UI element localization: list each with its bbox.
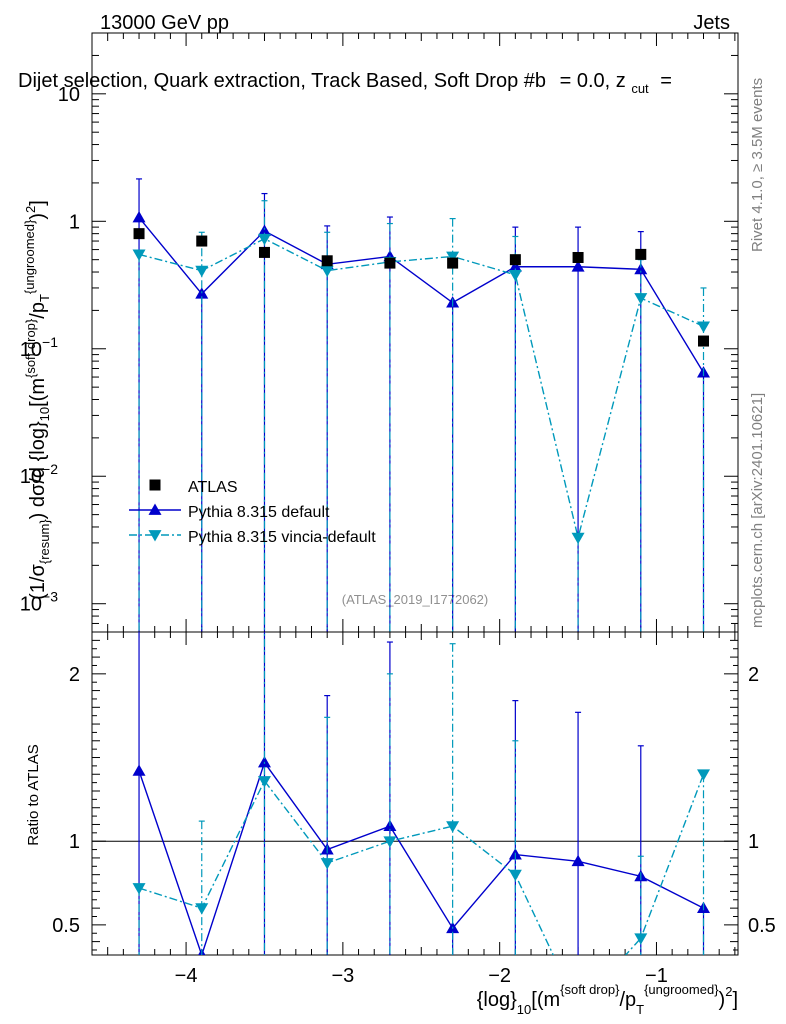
y-tick-label: 10 [58, 84, 80, 106]
ratio-y-tick-label: 2 [69, 664, 80, 686]
y-tick-label-base: 10 [20, 466, 42, 488]
chart-title-tail: = 0.0, z [560, 70, 626, 92]
y-tick-label-base: 10 [20, 339, 42, 361]
ratio-data-point [383, 836, 397, 848]
y-tick-label-base: 10 [20, 594, 42, 616]
y-axis-label-main: (1/σ{resum}) dσ/d {log}10[(m{soft drop}/… [22, 200, 52, 600]
ratio-y-tick-label: 1 [69, 831, 80, 853]
data-point-atlas [384, 257, 396, 269]
data-point-atlas [321, 255, 333, 267]
x-tick-label: −4 [175, 965, 198, 987]
y-tick-label: 1 [69, 211, 80, 233]
data-point-atlas [258, 246, 270, 258]
series-line [138, 237, 704, 538]
series-line [138, 217, 705, 373]
data-point [571, 532, 585, 545]
data-point [508, 260, 522, 272]
x-axis-label: {log}10[(m{soft drop}/pT{ungroomed})2] [477, 982, 738, 1017]
ratio-y-tick-label-right: 1 [748, 831, 759, 853]
ratio-data-point [446, 821, 460, 833]
y-tick-label-exp: −2 [42, 461, 58, 477]
data-point [634, 293, 648, 305]
y-tick-label: 10−1 [20, 334, 58, 361]
ratio-data-point [697, 769, 711, 781]
x-tick-label: −3 [331, 965, 354, 987]
y-tick-label: 10−2 [20, 461, 58, 488]
ratio-data-point [257, 776, 271, 788]
data-point [508, 269, 522, 282]
ratio-data-point [132, 764, 146, 776]
legend-label: Pythia 8.315 vincia-default [188, 529, 376, 546]
legend-label: Pythia 8.315 default [188, 504, 330, 521]
ratio-series-group [132, 632, 711, 1014]
ratio-data-point [572, 1003, 585, 1014]
header-left: 13000 GeV pp [100, 12, 229, 34]
data-point-atlas [133, 228, 145, 240]
ratio-frame [91, 631, 739, 956]
ratio-series-line [138, 774, 705, 955]
analysis-label: (ATLAS_2019_I1772062) [342, 592, 488, 607]
y-tick-label: 10−3 [20, 589, 58, 616]
data-point [132, 211, 146, 223]
data-point-atlas [572, 251, 584, 263]
x-tick-label: −1 [645, 965, 668, 987]
ratio-data-point [320, 858, 334, 870]
chart-title: Dijet selection, Quark extraction, Track… [18, 70, 672, 98]
data-point [697, 321, 711, 333]
data-point [257, 224, 271, 236]
data-point [320, 265, 334, 278]
y-tick-label-exp: −3 [42, 589, 58, 605]
ratio-y-tick-label: 0.5 [52, 915, 80, 937]
data-point-atlas [635, 248, 647, 260]
legend-marker [148, 503, 162, 515]
chart-title-end: = [660, 70, 672, 92]
chart-title-sub: cut [631, 81, 649, 96]
data-point [257, 233, 271, 246]
ratio-panel: −4 −3 −2 −1 0.5 0.5 1 1 2 2 [52, 631, 776, 1014]
data-point-atlas [509, 254, 521, 266]
data-point [132, 249, 146, 261]
legend-marker [148, 530, 162, 542]
ratio-data-point [508, 869, 522, 882]
ratio-y-tick-label-right: 2 [748, 664, 759, 686]
y-tick-label-exp: −1 [42, 334, 58, 350]
ratio-y-tick-label-right: 0.5 [748, 915, 776, 937]
y-axis-label-ratio: Ratio to ATLAS [25, 744, 42, 845]
ratio-data-point [195, 903, 209, 915]
legend: ATLAS Pythia 8.315 default Pythia 8.315 vi… [129, 479, 376, 546]
ratio-data-point [571, 854, 585, 867]
chart-title-main: Dijet selection, Quark extraction, Track… [18, 70, 546, 92]
legend-marker [149, 479, 161, 491]
data-point [571, 260, 585, 272]
ratio-data-point [257, 756, 271, 768]
ratio-data-point [634, 933, 648, 945]
data-point-atlas [196, 235, 208, 247]
x-tick-label: −2 [488, 965, 511, 987]
header-right: Jets [693, 12, 730, 34]
ratio-series-line [138, 761, 704, 955]
side-text-bottom: mcplots.cern.ch [arXiv:2401.10621] [749, 393, 766, 628]
side-text-top: Rivet 4.1.0, ≥ 3.5M events [749, 78, 766, 252]
ratio-data-point [132, 883, 146, 895]
legend-label: ATLAS [188, 479, 238, 496]
data-point [634, 262, 648, 275]
main-series-group [132, 178, 711, 632]
data-point-atlas [447, 257, 459, 269]
data-point [195, 265, 209, 278]
data-point-atlas [698, 335, 710, 347]
data-point [446, 251, 460, 263]
